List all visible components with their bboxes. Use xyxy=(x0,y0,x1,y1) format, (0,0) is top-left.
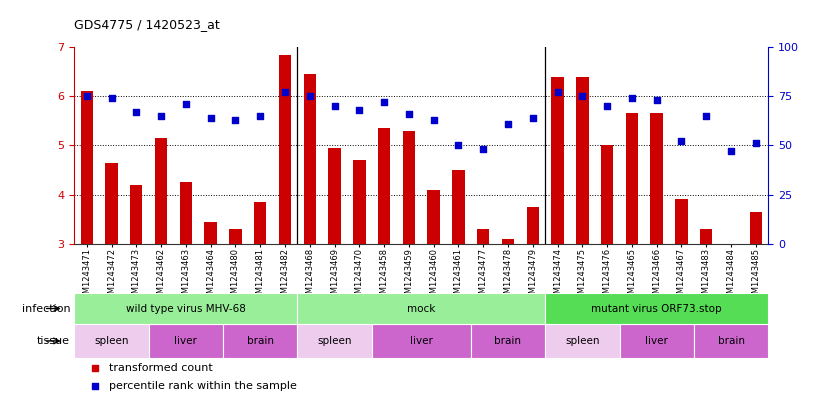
Text: tissue: tissue xyxy=(37,336,70,346)
Bar xyxy=(403,130,415,244)
Bar xyxy=(545,324,620,358)
Bar xyxy=(297,324,372,358)
Text: brain: brain xyxy=(495,336,521,346)
Point xyxy=(254,113,267,119)
Point xyxy=(601,103,614,109)
Text: brain: brain xyxy=(718,336,744,346)
Text: liver: liver xyxy=(410,336,433,346)
Bar xyxy=(577,77,588,244)
Point xyxy=(749,140,762,147)
Text: spleen: spleen xyxy=(94,336,129,346)
Point xyxy=(551,89,564,95)
Text: percentile rank within the sample: percentile rank within the sample xyxy=(109,381,297,391)
Text: mutant virus ORF73.stop: mutant virus ORF73.stop xyxy=(591,303,722,314)
Text: liver: liver xyxy=(645,336,668,346)
Bar xyxy=(180,182,192,244)
Bar xyxy=(750,212,762,244)
Point xyxy=(179,101,192,107)
Bar xyxy=(601,145,614,244)
Text: mock: mock xyxy=(407,303,435,314)
Bar xyxy=(297,293,545,324)
Bar xyxy=(354,160,365,244)
Bar xyxy=(74,324,149,358)
Bar xyxy=(620,324,694,358)
Point xyxy=(427,117,440,123)
Point xyxy=(377,99,391,105)
Bar xyxy=(471,324,545,358)
Point xyxy=(675,138,688,145)
Text: wild type virus MHV-68: wild type virus MHV-68 xyxy=(126,303,246,314)
Point xyxy=(130,109,143,115)
Point xyxy=(700,113,713,119)
Bar xyxy=(81,92,93,244)
Bar xyxy=(372,324,471,358)
Bar xyxy=(329,148,341,244)
Text: spleen: spleen xyxy=(565,336,600,346)
Bar xyxy=(545,293,768,324)
Point xyxy=(328,103,341,109)
Bar xyxy=(552,77,563,244)
Point xyxy=(501,121,515,127)
Point xyxy=(229,117,242,123)
Bar xyxy=(676,199,687,244)
Point xyxy=(303,93,316,99)
Point xyxy=(452,142,465,149)
Point xyxy=(278,89,292,95)
Bar xyxy=(626,114,638,244)
Bar xyxy=(149,324,223,358)
Bar xyxy=(378,128,391,244)
Bar xyxy=(205,222,216,244)
Bar xyxy=(254,202,266,244)
Bar xyxy=(155,138,167,244)
Bar xyxy=(527,207,539,244)
Bar xyxy=(230,229,242,244)
Text: liver: liver xyxy=(174,336,197,346)
Text: GDS4775 / 1420523_at: GDS4775 / 1420523_at xyxy=(74,18,220,31)
Text: infection: infection xyxy=(21,303,70,314)
Point xyxy=(88,383,102,389)
Bar xyxy=(694,324,768,358)
Point xyxy=(353,107,366,113)
Point xyxy=(105,95,118,101)
Point xyxy=(154,113,168,119)
Bar xyxy=(428,189,440,244)
Point xyxy=(402,111,415,117)
Bar xyxy=(477,229,489,244)
Text: spleen: spleen xyxy=(317,336,352,346)
Point xyxy=(204,115,217,121)
Point xyxy=(80,93,93,99)
Point xyxy=(724,148,738,154)
Point xyxy=(650,97,663,103)
Bar xyxy=(651,114,663,244)
Point xyxy=(477,146,490,152)
Bar xyxy=(502,239,514,244)
Bar xyxy=(304,74,316,244)
Bar xyxy=(106,163,118,244)
Bar xyxy=(279,55,292,244)
Bar xyxy=(74,293,297,324)
Text: transformed count: transformed count xyxy=(109,363,213,373)
Point xyxy=(88,365,102,371)
Text: brain: brain xyxy=(247,336,273,346)
Point xyxy=(625,95,638,101)
Bar xyxy=(700,229,713,244)
Point xyxy=(576,93,589,99)
Bar xyxy=(223,324,297,358)
Point xyxy=(526,115,539,121)
Bar xyxy=(453,170,464,244)
Bar xyxy=(131,185,143,244)
